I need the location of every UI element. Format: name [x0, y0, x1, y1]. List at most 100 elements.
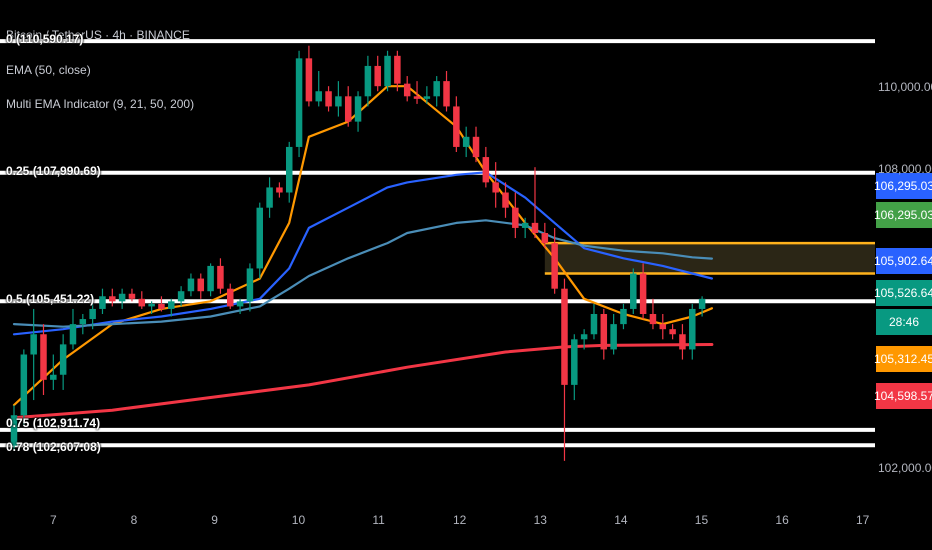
candle-body [89, 308, 96, 320]
candle-body [266, 187, 273, 208]
candle-body [630, 273, 637, 309]
candle [217, 258, 224, 294]
candle-body [187, 278, 195, 292]
candle [502, 182, 509, 218]
candle [227, 283, 234, 309]
candle [551, 227, 558, 294]
candle-body [158, 303, 165, 309]
fib-level-label: 0.78 (102,607.08) [6, 440, 101, 455]
ema-legend-label[interactable]: EMA (50, close) [6, 63, 91, 77]
candle [531, 167, 539, 239]
candle-body [364, 65, 372, 97]
candle [413, 81, 421, 104]
candle [630, 268, 637, 314]
x-axis-label: 7 [50, 513, 57, 527]
candle [325, 86, 332, 112]
candle [138, 291, 146, 309]
candle [580, 329, 588, 350]
candle-body [148, 303, 155, 307]
fib-level-label: 0.25 (107,990.69) [6, 163, 101, 178]
candle [246, 263, 254, 312]
y-axis-label: 108,000.00 [878, 162, 932, 176]
candle-body [561, 288, 568, 385]
candle [197, 273, 205, 299]
candle [109, 288, 116, 307]
candle [79, 314, 87, 335]
candle-body [99, 296, 106, 309]
price-tag: 106,295.03 [874, 202, 932, 228]
candle-body [649, 314, 657, 325]
candle [99, 288, 106, 314]
candle-body [305, 58, 313, 102]
candle [600, 308, 608, 360]
candle-body [109, 296, 116, 302]
candle [305, 45, 313, 107]
multi-ema-legend-label[interactable]: Multi EMA Indicator (9, 21, 50, 200) [6, 97, 195, 111]
ema-21-line [12, 171, 714, 336]
candle [590, 303, 598, 340]
candle [285, 141, 293, 203]
candle [158, 296, 165, 312]
candle [482, 146, 490, 188]
candle-body [521, 222, 529, 228]
candle-body [50, 374, 57, 380]
candle-body [217, 265, 224, 289]
candle-body [659, 324, 667, 330]
candle [659, 314, 667, 340]
ema-200-line [12, 343, 714, 420]
candle-body [344, 96, 352, 122]
candle-body [128, 293, 136, 299]
candle [20, 349, 28, 426]
candle [50, 354, 57, 390]
candle [89, 303, 96, 330]
candle [649, 298, 657, 330]
candle [669, 324, 676, 340]
candle [315, 71, 322, 107]
candle-body [462, 136, 470, 147]
candle-body [197, 278, 205, 292]
candle-body [600, 314, 608, 350]
candle-body [394, 55, 401, 84]
bar-countdown-tag: 28:46 [876, 309, 932, 335]
price-tag: 106,295.03 [874, 173, 932, 199]
candle [69, 308, 77, 350]
candle [266, 177, 273, 218]
candle-body [246, 268, 254, 302]
candle-body [590, 314, 598, 335]
candle [394, 50, 401, 92]
candle-body [580, 334, 588, 340]
candle [187, 273, 195, 297]
candle-body [10, 415, 18, 446]
fib-level-label: 0.5 (105,451.22) [6, 292, 95, 307]
candle-body [30, 334, 37, 355]
candle-body [207, 265, 214, 292]
candle-body [620, 308, 627, 325]
x-axis-label: 10 [291, 513, 306, 527]
candle-body [453, 106, 460, 147]
candle-body [315, 91, 322, 102]
candle [236, 298, 244, 314]
y-axis-label: 102,000.00 [878, 461, 932, 475]
candle-body [571, 339, 578, 385]
candle [521, 217, 529, 239]
candle-body [335, 96, 342, 107]
candle [354, 91, 362, 132]
candle-body [69, 324, 77, 345]
candle [679, 324, 686, 360]
candle [639, 263, 647, 320]
candle [512, 192, 519, 239]
candle [423, 86, 431, 104]
candle-body [325, 91, 332, 107]
candle [168, 298, 175, 317]
x-axis-label: 9 [211, 513, 218, 527]
ema-50-line [12, 219, 714, 328]
candle-body [40, 334, 47, 380]
candle-body [285, 146, 293, 193]
candle [698, 296, 706, 317]
candle-body [433, 81, 440, 97]
candle-body [256, 207, 263, 269]
candle-body [551, 243, 558, 289]
candle-body [502, 192, 509, 208]
candle [610, 314, 617, 355]
